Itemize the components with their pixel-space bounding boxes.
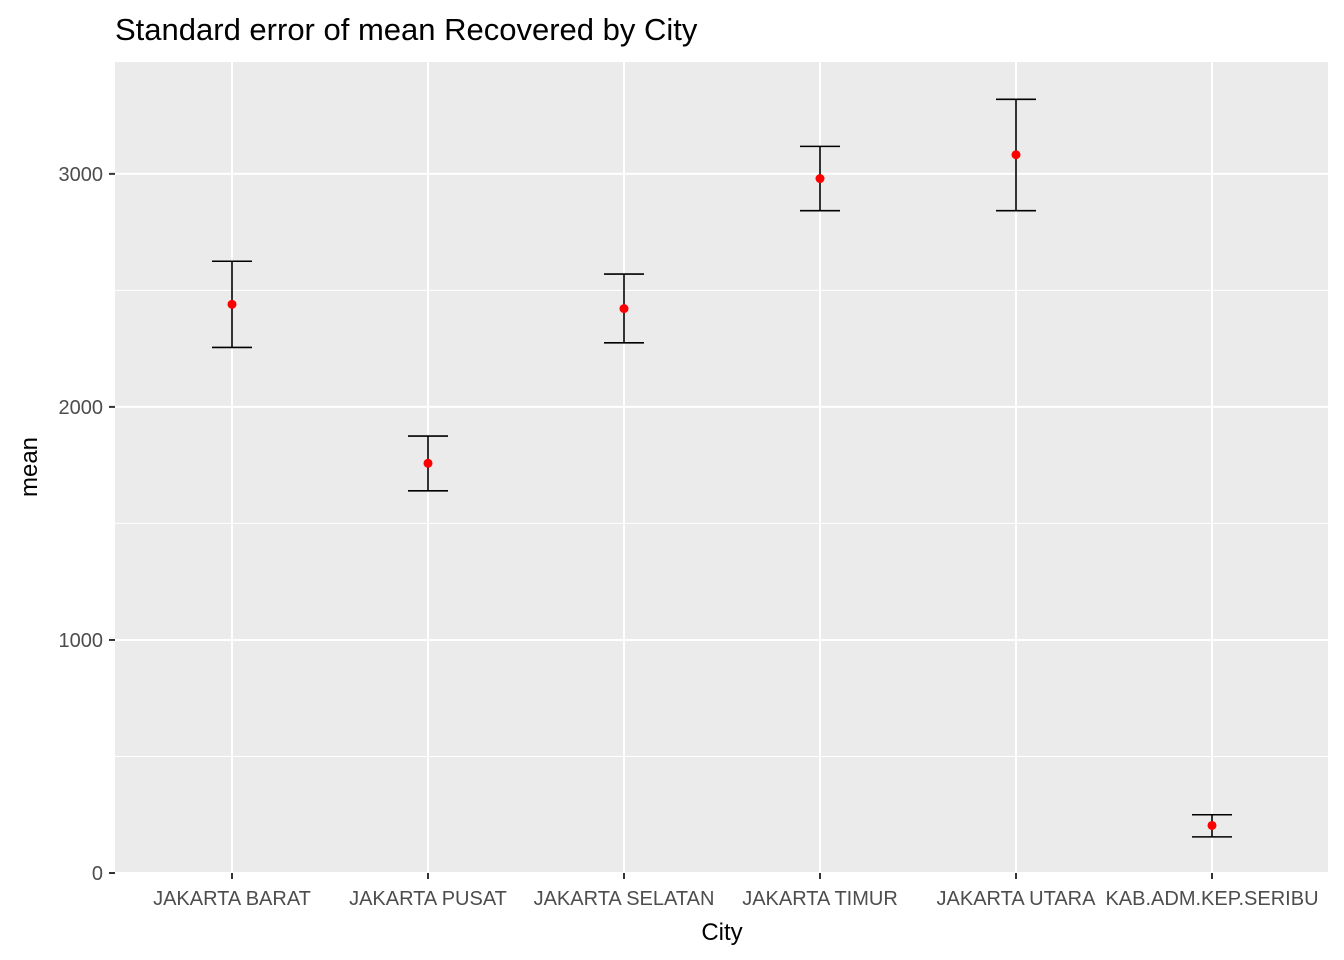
y-axis: 0 1000 2000 3000	[59, 164, 115, 885]
mean-point	[619, 304, 629, 314]
x-axis-title: City	[701, 919, 742, 946]
mean-point	[1207, 820, 1217, 830]
chart-title: Standard error of mean Recovered by City	[115, 12, 698, 47]
x-tick-label: JAKARTA SELATAN	[534, 888, 715, 910]
x-axis: JAKARTA BARAT JAKARTA PUSAT JAKARTA SELATA…	[153, 873, 1319, 910]
x-tick-label: JAKARTA UTARA	[937, 888, 1097, 910]
y-tick-label: 2000	[59, 397, 104, 419]
y-tick-label: 1000	[59, 630, 104, 652]
y-tick-label: 0	[92, 863, 103, 885]
x-tick-label: JAKARTA TIMUR	[742, 888, 898, 910]
mean-point	[1011, 150, 1021, 160]
mean-point	[815, 174, 825, 184]
error-bars	[212, 98, 1232, 838]
plot-panel	[115, 62, 1328, 873]
y-axis-title: mean	[16, 437, 43, 497]
x-tick-label: JAKARTA BARAT	[153, 888, 311, 910]
mean-point	[227, 299, 237, 309]
x-tick-label: KAB.ADM.KEP.SERIBU	[1105, 888, 1318, 910]
x-tick-label: JAKARTA PUSAT	[349, 888, 507, 910]
y-tick-label: 3000	[59, 164, 104, 186]
mean-point	[423, 458, 433, 468]
